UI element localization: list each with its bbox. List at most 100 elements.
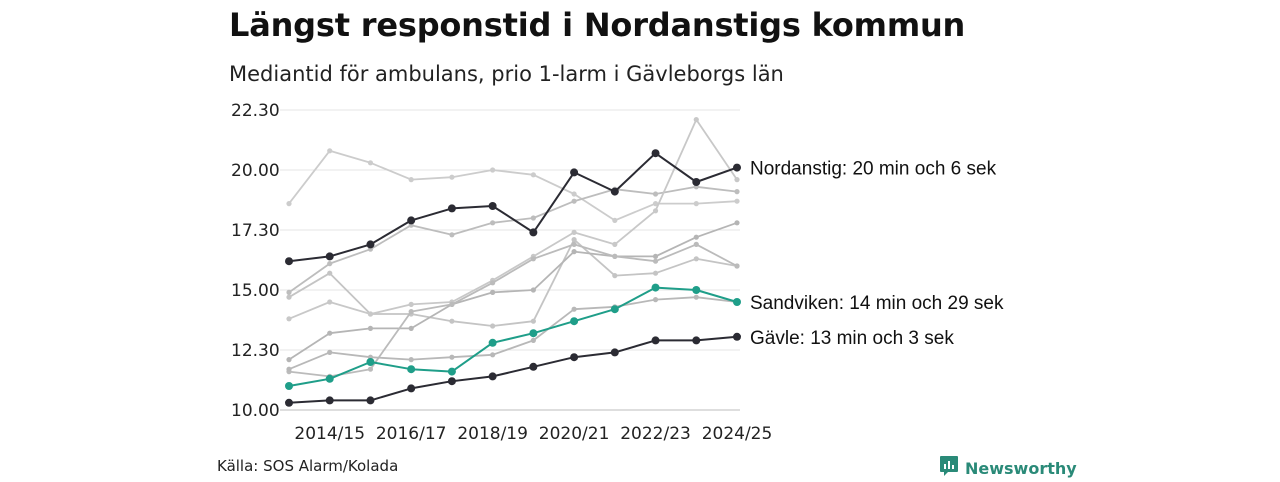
data-point bbox=[285, 257, 293, 266]
data-point bbox=[652, 191, 659, 197]
data-point bbox=[610, 305, 619, 314]
chart-subtitle: Mediantid för ambulans, prio 1-larm i Gä… bbox=[229, 62, 784, 86]
data-point bbox=[286, 357, 292, 363]
data-point bbox=[327, 261, 333, 267]
data-point bbox=[571, 198, 577, 204]
data-point bbox=[652, 297, 659, 303]
data-point bbox=[449, 354, 455, 360]
data-point bbox=[286, 201, 292, 207]
source-note: Källa: SOS Alarm/Kolada bbox=[217, 457, 399, 475]
data-point bbox=[651, 336, 660, 345]
data-point bbox=[610, 348, 619, 357]
data-point bbox=[570, 353, 579, 362]
data-point bbox=[651, 149, 660, 158]
data-point bbox=[367, 325, 374, 331]
data-point bbox=[367, 160, 374, 166]
data-point bbox=[734, 198, 740, 204]
data-point bbox=[488, 338, 497, 347]
data-point bbox=[612, 241, 618, 247]
data-point bbox=[734, 220, 740, 226]
y-tick-label: 20.00 bbox=[231, 161, 280, 181]
y-tick-label: 22.30 bbox=[231, 101, 280, 121]
data-point bbox=[327, 270, 333, 276]
data-point bbox=[447, 367, 456, 376]
data-point bbox=[490, 352, 496, 358]
data-point bbox=[692, 178, 701, 186]
series-line bbox=[288, 152, 738, 263]
data-point bbox=[652, 208, 659, 214]
data-point bbox=[490, 167, 496, 173]
data-point bbox=[652, 201, 659, 207]
series-nordanstig bbox=[285, 149, 741, 266]
data-point bbox=[530, 337, 536, 343]
data-point bbox=[488, 372, 497, 381]
series-gävle bbox=[285, 332, 741, 407]
series-label: Gävle: 13 min och 3 sek bbox=[750, 328, 954, 349]
data-point bbox=[610, 187, 619, 196]
data-point bbox=[286, 294, 292, 300]
data-point bbox=[693, 117, 699, 123]
x-tick-label: 2014/15 bbox=[294, 424, 365, 444]
data-point bbox=[530, 318, 536, 324]
data-point bbox=[693, 234, 699, 240]
data-point bbox=[408, 357, 414, 363]
data-point bbox=[693, 294, 699, 300]
data-point bbox=[325, 374, 334, 383]
data-point bbox=[693, 241, 699, 247]
data-point bbox=[490, 289, 496, 295]
series-line bbox=[288, 335, 738, 404]
data-point bbox=[490, 280, 496, 286]
series-label: Sandviken: 14 min och 29 sek bbox=[750, 293, 1004, 314]
data-point bbox=[327, 349, 333, 355]
data-point bbox=[571, 249, 577, 255]
data-point bbox=[408, 301, 414, 307]
data-point bbox=[733, 163, 741, 172]
data-point bbox=[529, 362, 538, 371]
data-point bbox=[449, 318, 455, 324]
data-point bbox=[367, 311, 374, 317]
series-line bbox=[288, 118, 738, 320]
data-point bbox=[530, 172, 536, 178]
series-sandviken bbox=[285, 283, 741, 390]
data-point bbox=[286, 316, 292, 322]
data-point bbox=[367, 366, 374, 372]
data-point bbox=[530, 256, 536, 262]
data-point bbox=[366, 240, 375, 249]
brand-logo: Newsworthy bbox=[939, 455, 1077, 482]
data-point bbox=[652, 253, 659, 259]
x-tick-label: 2024/25 bbox=[702, 424, 773, 444]
data-point bbox=[490, 220, 496, 226]
data-point bbox=[571, 229, 577, 235]
series-label: Nordanstig: 20 min och 6 sek bbox=[750, 159, 997, 180]
data-point bbox=[570, 317, 579, 326]
data-point bbox=[327, 299, 333, 305]
data-point bbox=[447, 377, 456, 386]
x-tick-label: 2020/21 bbox=[539, 424, 610, 444]
y-tick-label: 12.30 bbox=[231, 341, 280, 361]
data-point bbox=[571, 306, 577, 312]
series-övrig-kommun-7 bbox=[286, 294, 740, 372]
data-point bbox=[285, 398, 293, 407]
data-point bbox=[325, 252, 334, 261]
data-point bbox=[734, 177, 740, 183]
data-point bbox=[286, 366, 292, 372]
data-point bbox=[490, 323, 496, 329]
newsworthy-logo-icon bbox=[939, 455, 959, 482]
series-övrig-kommun-3 bbox=[286, 184, 740, 295]
data-point bbox=[612, 253, 618, 259]
data-point bbox=[733, 298, 741, 306]
data-point bbox=[692, 286, 701, 294]
data-point bbox=[652, 258, 659, 264]
data-point bbox=[408, 325, 414, 331]
data-point bbox=[327, 148, 333, 154]
x-tick-label: 2016/17 bbox=[376, 424, 447, 444]
data-point bbox=[571, 237, 577, 243]
data-point bbox=[651, 283, 660, 292]
data-point bbox=[693, 256, 699, 262]
series-övrig-kommun-6 bbox=[286, 241, 740, 379]
data-point bbox=[612, 273, 618, 279]
data-point bbox=[734, 189, 740, 195]
series-line bbox=[288, 243, 738, 378]
data-point bbox=[734, 263, 740, 269]
